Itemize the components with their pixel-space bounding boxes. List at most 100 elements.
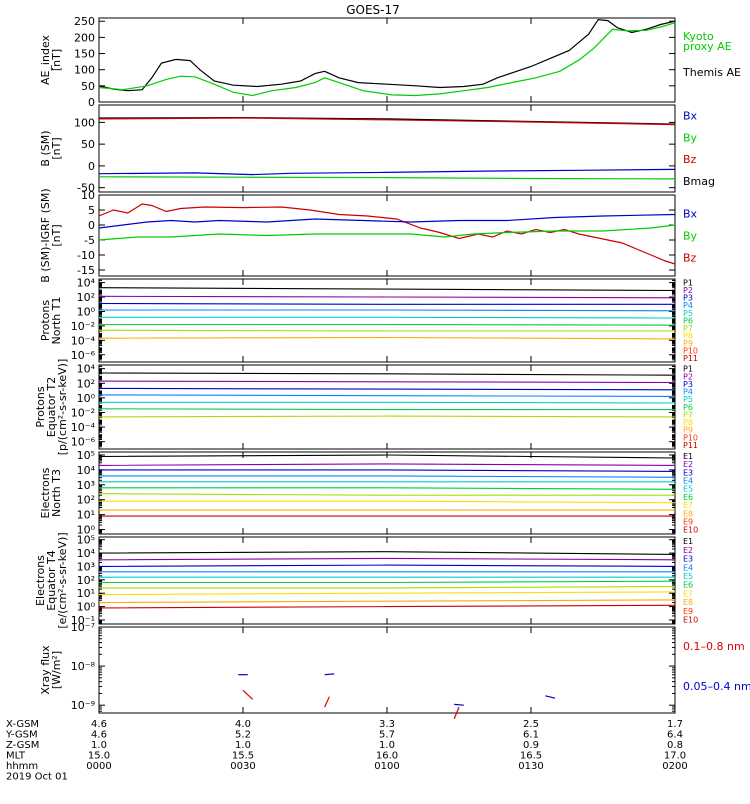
legend-entry: Bz xyxy=(683,251,697,264)
y-tick-label: 10³ xyxy=(77,479,95,492)
x-row-value: 0200 xyxy=(662,761,687,772)
x-row-value: 1.0 xyxy=(235,740,251,751)
y-tick-label: 10⁰ xyxy=(77,392,96,405)
series-line xyxy=(98,380,676,384)
y-tick-label: 250 xyxy=(74,15,95,28)
series-line xyxy=(98,224,676,241)
series-line xyxy=(99,585,676,589)
x-row-value: 5.2 xyxy=(235,730,251,741)
series-line xyxy=(98,168,676,176)
y-tick-label: 5 xyxy=(88,204,95,217)
series-line xyxy=(98,203,676,265)
y-axis-label: North T3 xyxy=(50,469,63,517)
legend-entry: Bmag xyxy=(683,175,715,188)
legend-entry: Themis AE xyxy=(682,66,741,79)
series-line xyxy=(98,463,676,466)
series-line xyxy=(98,591,676,596)
legend-entry: P10 xyxy=(683,433,698,442)
x-date: 2019 Oct 01 xyxy=(6,772,68,783)
panel-frame xyxy=(98,536,676,625)
legend-entry: P9 xyxy=(683,339,693,348)
series-line xyxy=(98,302,675,305)
legend-entry: P4 xyxy=(683,388,693,397)
y-axis-label: Electrons xyxy=(39,467,52,518)
time-axis: X-GSM 4.6 4.0 3.3 2.5 1.7 Y-GSM 4.6 5.2 5.7 6.1 6.4… xyxy=(5,719,688,783)
legend-entry: P11 xyxy=(683,441,698,450)
y-tick-label: 200 xyxy=(74,31,95,44)
y-axis-label: AE_index xyxy=(39,34,52,85)
y-tick-label: 10⁵ xyxy=(77,449,95,462)
legend-entry: E3 xyxy=(683,468,693,477)
y-tick-label: 0 xyxy=(88,96,95,109)
x-row-value: 4.0 xyxy=(235,719,251,730)
series-line xyxy=(99,316,676,319)
legend-entry: E1 xyxy=(683,537,693,546)
legend-entry: P6 xyxy=(683,403,693,412)
y-tick-label: 10⁻⁸ xyxy=(71,660,96,673)
y-tick-label: 10¹ xyxy=(77,509,95,522)
series-line xyxy=(98,394,676,397)
legend-entry: E2 xyxy=(683,460,693,469)
y-tick-label: 50 xyxy=(81,138,95,151)
y-tick-label: 10⁻² xyxy=(71,320,95,333)
y-axis-label: Protons xyxy=(34,386,47,427)
series-line xyxy=(98,454,676,459)
series-line xyxy=(99,309,676,312)
legend-entry: P7 xyxy=(683,324,693,333)
legend-entry: P8 xyxy=(683,331,693,340)
y-axis-label: B (SM)-IGRF (SM) xyxy=(39,188,52,282)
y-axis-label: [W/m²] xyxy=(50,651,63,689)
x-row-value: 15.5 xyxy=(232,751,254,762)
y-tick-label: 10⁰ xyxy=(77,305,96,318)
series-line xyxy=(98,493,675,496)
y-tick-label: 10¹ xyxy=(77,587,95,600)
y-axis-label: [nT] xyxy=(50,137,63,159)
series-line xyxy=(99,401,676,404)
y-tick-label: -10 xyxy=(77,249,95,262)
y-tick-label: 10⁻² xyxy=(71,406,95,419)
series-line xyxy=(98,18,676,92)
flux-segment xyxy=(242,689,254,700)
x-row-value: 6.1 xyxy=(523,730,539,741)
legend-entry: 0.05–0.4 nm xyxy=(683,680,750,693)
x-row-value: 5.7 xyxy=(379,730,395,741)
legend-entry: E5 xyxy=(683,572,693,581)
legend-entry: proxy AE xyxy=(683,40,732,53)
x-row-label: MLT xyxy=(6,751,26,762)
series-line xyxy=(98,372,676,376)
legend-entry: P10 xyxy=(683,346,698,355)
series-line xyxy=(98,295,676,299)
legend-entry: P9 xyxy=(683,426,693,435)
series-line xyxy=(98,176,676,180)
series-line xyxy=(99,487,676,490)
x-row-value: 1.7 xyxy=(667,719,683,730)
y-tick-label: 10⁻⁶ xyxy=(71,436,96,449)
x-row-value: 0100 xyxy=(374,761,399,772)
series-line xyxy=(98,557,676,561)
legend-entry: E8 xyxy=(683,509,693,518)
chart-title: GOES-17 xyxy=(346,3,400,17)
panel-xray: 10⁻⁹ 10⁻⁸ 10⁻⁷ Xray flux[W/m²] 0.1–0.8 nm 0.0… xyxy=(39,621,750,720)
x-row-value: 0.8 xyxy=(667,740,683,751)
x-row-value: 0130 xyxy=(518,761,543,772)
series-line xyxy=(98,336,676,340)
legend-entry: E8 xyxy=(683,598,693,607)
panel-frame xyxy=(98,364,676,450)
x-row-value: 6.4 xyxy=(667,730,683,741)
y-tick-label: 10² xyxy=(77,574,95,587)
panel-bsm: -50 0 50 100 B (SM)[nT] Bx By Bz Bmag xyxy=(39,104,715,195)
y-axis-label: Protons xyxy=(39,300,52,341)
x-row-value: 2.5 xyxy=(523,719,539,730)
legend-entry: E9 xyxy=(683,518,693,527)
y-tick-label: 10⁴ xyxy=(77,464,96,477)
legend-entry: P11 xyxy=(683,354,698,363)
legend-entry: By xyxy=(683,131,698,144)
y-tick-label: 10⁻⁹ xyxy=(71,699,95,712)
series-line xyxy=(98,22,676,97)
series-line xyxy=(98,599,676,604)
series-line xyxy=(98,551,676,555)
series-line xyxy=(98,117,676,126)
